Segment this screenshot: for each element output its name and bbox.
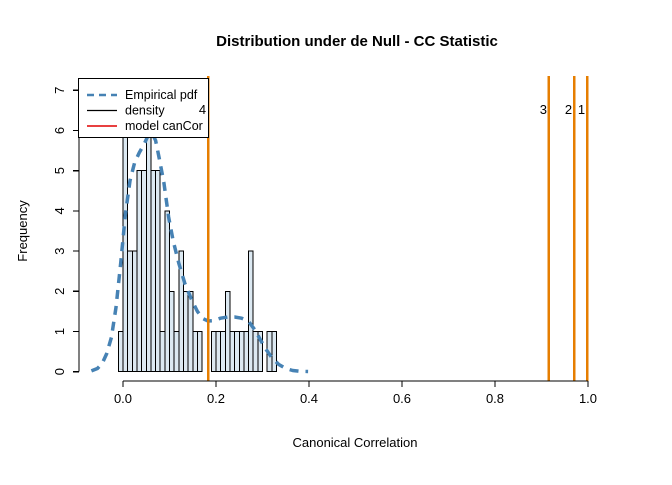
histogram-bar bbox=[229, 331, 236, 373]
legend: Empirical pdf density model canCor bbox=[78, 78, 209, 138]
histogram-bars bbox=[117, 130, 277, 373]
legend-label-model-cancor: model canCor bbox=[125, 119, 203, 133]
x-tick-label: 0.4 bbox=[300, 391, 318, 406]
x-tick-label: 0.0 bbox=[114, 391, 132, 406]
histogram-bar bbox=[257, 331, 264, 373]
x-tick-label: 1.0 bbox=[579, 391, 597, 406]
cancor-vlines bbox=[206, 76, 589, 381]
histogram-bar bbox=[173, 331, 180, 373]
histogram-bar bbox=[145, 130, 152, 373]
cancor-vline-label: 1 bbox=[578, 102, 585, 117]
cancor-vline-label: 2 bbox=[565, 102, 572, 117]
histogram-bar bbox=[248, 250, 254, 373]
legend-label-empirical-pdf: Empirical pdf bbox=[125, 88, 198, 102]
y-tick-label: 2 bbox=[52, 288, 67, 295]
histogram-bar bbox=[192, 331, 198, 373]
histogram-bar bbox=[224, 290, 231, 373]
histogram-bar bbox=[238, 331, 245, 373]
histogram-bar bbox=[169, 290, 175, 373]
legend-label-density: density bbox=[125, 104, 165, 118]
y-tick-label: 0 bbox=[52, 368, 67, 375]
histogram-bar bbox=[122, 130, 129, 373]
histogram-bar bbox=[141, 170, 147, 373]
plot-title: Distribution under de Null - CC Statisti… bbox=[216, 33, 498, 50]
histogram-bar bbox=[187, 290, 194, 373]
x-axis-title: Canonical Correlation bbox=[292, 435, 417, 450]
y-tick-label: 3 bbox=[52, 247, 67, 254]
y-axis-title: Frequency bbox=[15, 200, 30, 262]
histogram-bar bbox=[150, 170, 157, 373]
histogram-bar bbox=[234, 331, 240, 373]
x-tick-label: 0.6 bbox=[393, 391, 411, 406]
histogram-bar bbox=[159, 331, 166, 373]
y-tick-label: 1 bbox=[52, 328, 67, 335]
x-tick-label: 0.2 bbox=[207, 391, 225, 406]
y-tick-label: 5 bbox=[52, 167, 67, 174]
y-tick-label: 7 bbox=[52, 87, 67, 94]
x-axis: 0.0 0.2 0.4 0.6 0.8 1.0 bbox=[114, 380, 597, 406]
histogram-bar bbox=[243, 331, 250, 373]
histogram-bar bbox=[210, 331, 217, 373]
y-tick-label: 6 bbox=[52, 127, 67, 134]
y-axis: 0 1 2 3 4 5 6 7 bbox=[52, 87, 80, 375]
histogram-bar bbox=[155, 170, 161, 373]
y-tick-label: 4 bbox=[52, 207, 67, 214]
histogram-bar bbox=[196, 331, 203, 373]
histogram-bar bbox=[117, 331, 124, 373]
histogram-bar bbox=[271, 331, 277, 373]
histogram-bar bbox=[164, 210, 171, 373]
histogram-bar bbox=[215, 331, 222, 373]
histogram-bar bbox=[131, 250, 138, 373]
cancor-vline-label: 3 bbox=[540, 102, 547, 117]
cancor-vline-label: 4 bbox=[199, 102, 206, 117]
histogram-bar bbox=[127, 250, 133, 373]
x-tick-label: 0.8 bbox=[486, 391, 504, 406]
histogram-bar bbox=[182, 290, 189, 373]
histogram-bar bbox=[136, 170, 143, 373]
histogram-bar bbox=[220, 331, 226, 373]
legend-box bbox=[78, 78, 209, 138]
